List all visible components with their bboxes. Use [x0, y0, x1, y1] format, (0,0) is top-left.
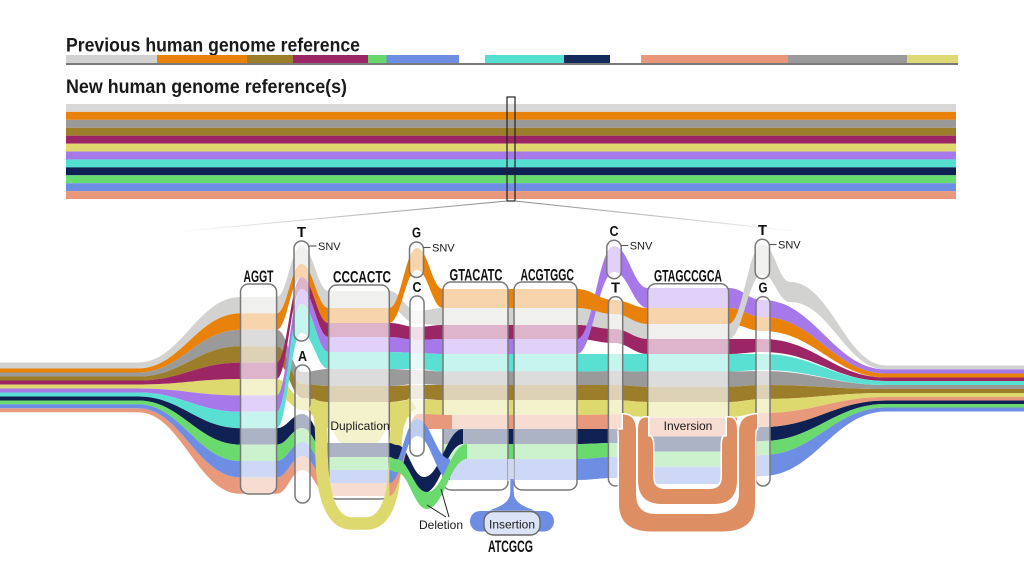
- svg-text:Deletion: Deletion: [419, 518, 463, 532]
- svg-text:GTACATC: GTACATC: [450, 266, 503, 285]
- svg-text:AGGT: AGGT: [244, 267, 274, 286]
- svg-text:G: G: [412, 226, 421, 242]
- svg-text:C: C: [413, 280, 422, 296]
- svg-text:SNV: SNV: [778, 240, 801, 252]
- svg-text:Inversion: Inversion: [664, 419, 713, 433]
- svg-text:New human genome reference(s): New human genome reference(s): [66, 76, 347, 98]
- svg-text:T: T: [611, 281, 620, 297]
- svg-text:Duplication: Duplication: [330, 419, 389, 433]
- svg-text:C: C: [610, 224, 619, 240]
- svg-text:SNV: SNV: [630, 241, 653, 253]
- svg-text:Insertion: Insertion: [489, 518, 535, 532]
- svg-text:Previous human genome referenc: Previous human genome reference: [66, 35, 360, 57]
- svg-text:ATCGCG: ATCGCG: [488, 537, 533, 556]
- svg-text:G: G: [759, 281, 768, 297]
- svg-text:ACGTGGC: ACGTGGC: [520, 266, 574, 285]
- svg-text:T: T: [297, 225, 306, 241]
- svg-text:CCCACTC: CCCACTC: [333, 268, 391, 287]
- svg-text:A: A: [298, 349, 307, 365]
- svg-text:GTAGCCGCA: GTAGCCGCA: [654, 267, 722, 286]
- svg-text:SNV: SNV: [432, 243, 455, 255]
- svg-text:T: T: [758, 223, 767, 239]
- svg-text:SNV: SNV: [318, 241, 341, 253]
